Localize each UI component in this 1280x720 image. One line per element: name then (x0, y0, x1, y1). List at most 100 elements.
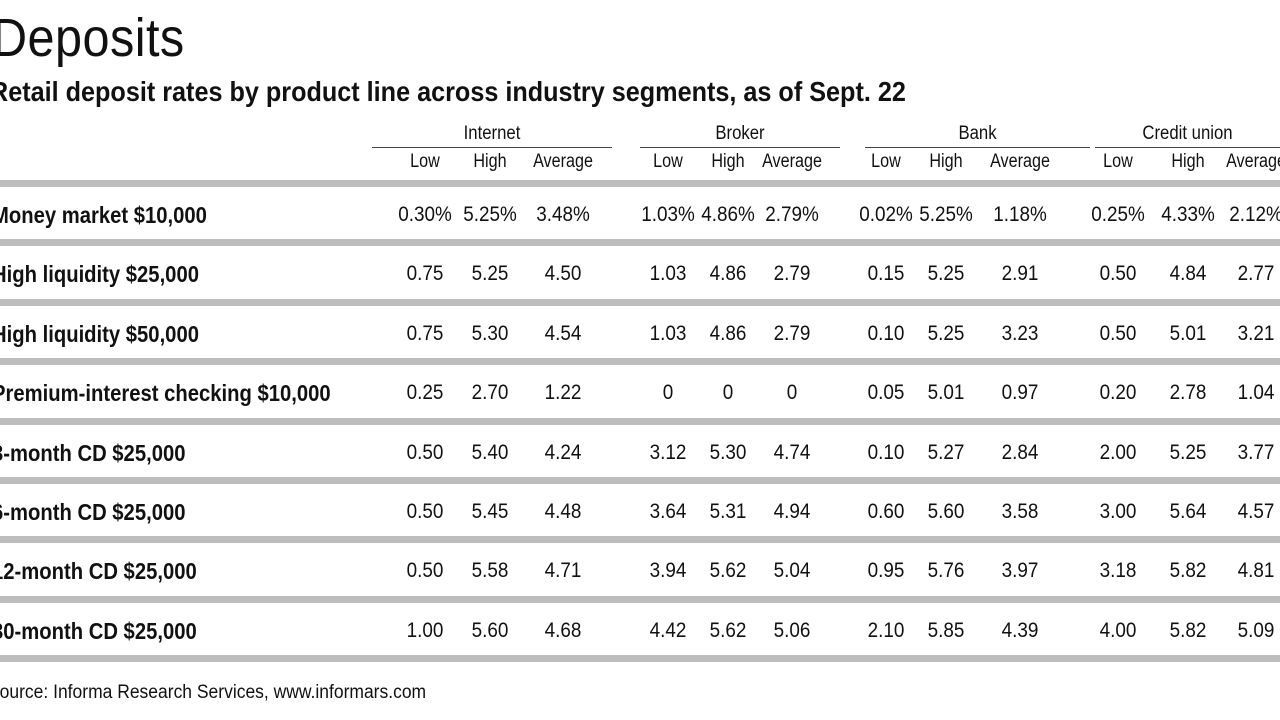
table-cell: 4.33% (1161, 203, 1215, 226)
table-cell: 0.02% (859, 203, 913, 226)
table-cell: 0.95 (867, 559, 905, 583)
table-cell: 5.60 (471, 618, 509, 642)
table-cell: 4.94 (773, 500, 811, 523)
table-cell: 4.54 (544, 321, 582, 345)
row-divider (0, 358, 1280, 365)
table-cell: 0.30% (398, 203, 452, 226)
table-cell: 2.79 (773, 262, 811, 286)
segment-rule (1095, 147, 1280, 148)
table-cell: 5.76 (927, 559, 965, 583)
table-cell: 0.50 (406, 559, 444, 583)
table-cell: 5.25% (463, 203, 517, 226)
table-cell: 4.74 (773, 440, 811, 464)
table-cell: 5.30 (471, 321, 509, 345)
table-title: Deposits (0, 8, 185, 68)
table-cell: 4.57 (1237, 500, 1275, 523)
table-cell: 0.05 (867, 381, 905, 405)
column-header: Average (1226, 151, 1280, 172)
table-cell: 3.48% (536, 203, 590, 226)
table-cell: 3.18 (1099, 559, 1137, 583)
table-cell: 0.50 (406, 440, 444, 464)
segment-rule (865, 147, 1090, 148)
table-cell: 4.84 (1169, 262, 1207, 286)
table-cell: 2.84 (1001, 440, 1039, 464)
segment-rule (372, 147, 612, 148)
row-divider (0, 418, 1280, 425)
table-cell: 4.39 (1001, 618, 1039, 642)
table-cell: 0.60 (867, 500, 905, 523)
table-cell: 4.86 (709, 321, 747, 345)
table-cell: 5.04 (773, 559, 811, 583)
table-cell: 3.58 (1001, 500, 1039, 523)
table-cell: 3.00 (1099, 500, 1137, 523)
column-header: High (711, 151, 745, 172)
table-cell: 2.78 (1169, 381, 1207, 405)
table-cell: 1.18% (993, 203, 1047, 226)
table-cell: 5.40 (471, 440, 509, 464)
table-cell: 2.77 (1237, 262, 1275, 286)
column-header: Low (871, 151, 901, 172)
table-cell: 1.22 (544, 381, 582, 405)
source-note: Source: Informa Research Services, www.i… (0, 682, 427, 703)
table-cell: 2.12% (1229, 203, 1280, 226)
table-cell: 5.09 (1237, 618, 1275, 642)
table-subtitle: Retail deposit rates by product line acr… (0, 76, 906, 107)
table-cell: 0.75 (406, 321, 444, 345)
table-cell: 5.30 (709, 440, 747, 464)
column-header: Average (533, 151, 593, 172)
table-cell: 2.79% (765, 203, 819, 226)
table-cell: 4.42 (649, 618, 687, 642)
table-cell: 0.20 (1099, 381, 1137, 405)
table-cell: 5.82 (1169, 559, 1207, 583)
table-cell: 0 (786, 381, 798, 405)
table-cell: 5.62 (709, 618, 747, 642)
column-header: Low (1103, 151, 1133, 172)
table-cell: 0.15 (867, 262, 905, 286)
segment-rule (640, 147, 840, 148)
table-cell: 3.77 (1237, 440, 1275, 464)
table-cell: 5.31 (709, 500, 747, 523)
column-header: Low (410, 151, 440, 172)
table-cell: 0.25% (1091, 203, 1145, 226)
table-cell: 4.24 (544, 440, 582, 464)
row-divider (0, 655, 1280, 662)
table-cell: 1.03 (649, 321, 687, 345)
table-cell: 4.86 (709, 262, 747, 286)
column-header: Average (990, 151, 1050, 172)
table-cell: 3.12 (649, 440, 687, 464)
table-cell: 2.00 (1099, 440, 1137, 464)
row-divider (0, 477, 1280, 484)
table-cell: 1.00 (406, 618, 444, 642)
table-cell: 4.86% (701, 203, 755, 226)
table-cell: 0.10 (867, 440, 905, 464)
table-cell: 4.48 (544, 500, 582, 523)
row-label: 30-month CD $25,000 (0, 617, 197, 644)
row-divider (0, 299, 1280, 306)
column-header: High (929, 151, 963, 172)
table-cell: 5.62 (709, 559, 747, 583)
table-cell: 5.25 (927, 321, 965, 345)
segment-header: Broker (715, 123, 765, 144)
table-cell: 0.75 (406, 262, 444, 286)
row-label: 6-month CD $25,000 (0, 499, 186, 525)
table-cell: 5.82 (1169, 618, 1207, 642)
table-cell: 5.25 (927, 262, 965, 286)
segment-header: Credit union (1142, 123, 1233, 144)
row-divider (0, 180, 1280, 187)
table-cell: 3.23 (1001, 321, 1039, 345)
table-cell: 3.64 (649, 500, 687, 523)
table-cell: 5.85 (927, 618, 965, 642)
table-cell: 0.10 (867, 321, 905, 345)
column-header: Average (762, 151, 822, 172)
table-cell: 2.70 (471, 381, 509, 405)
table-cell: 5.58 (471, 559, 509, 583)
table-cell: 0.25 (406, 381, 444, 405)
row-divider (0, 596, 1280, 603)
table-cell: 0 (722, 381, 734, 405)
table-cell: 4.81 (1237, 559, 1275, 583)
table-cell: 5.25% (919, 203, 973, 226)
table-cell: 2.91 (1001, 262, 1039, 286)
column-header: Low (653, 151, 683, 172)
row-label: High liquidity $25,000 (0, 261, 199, 288)
row-label: Money market $10,000 (0, 202, 207, 228)
